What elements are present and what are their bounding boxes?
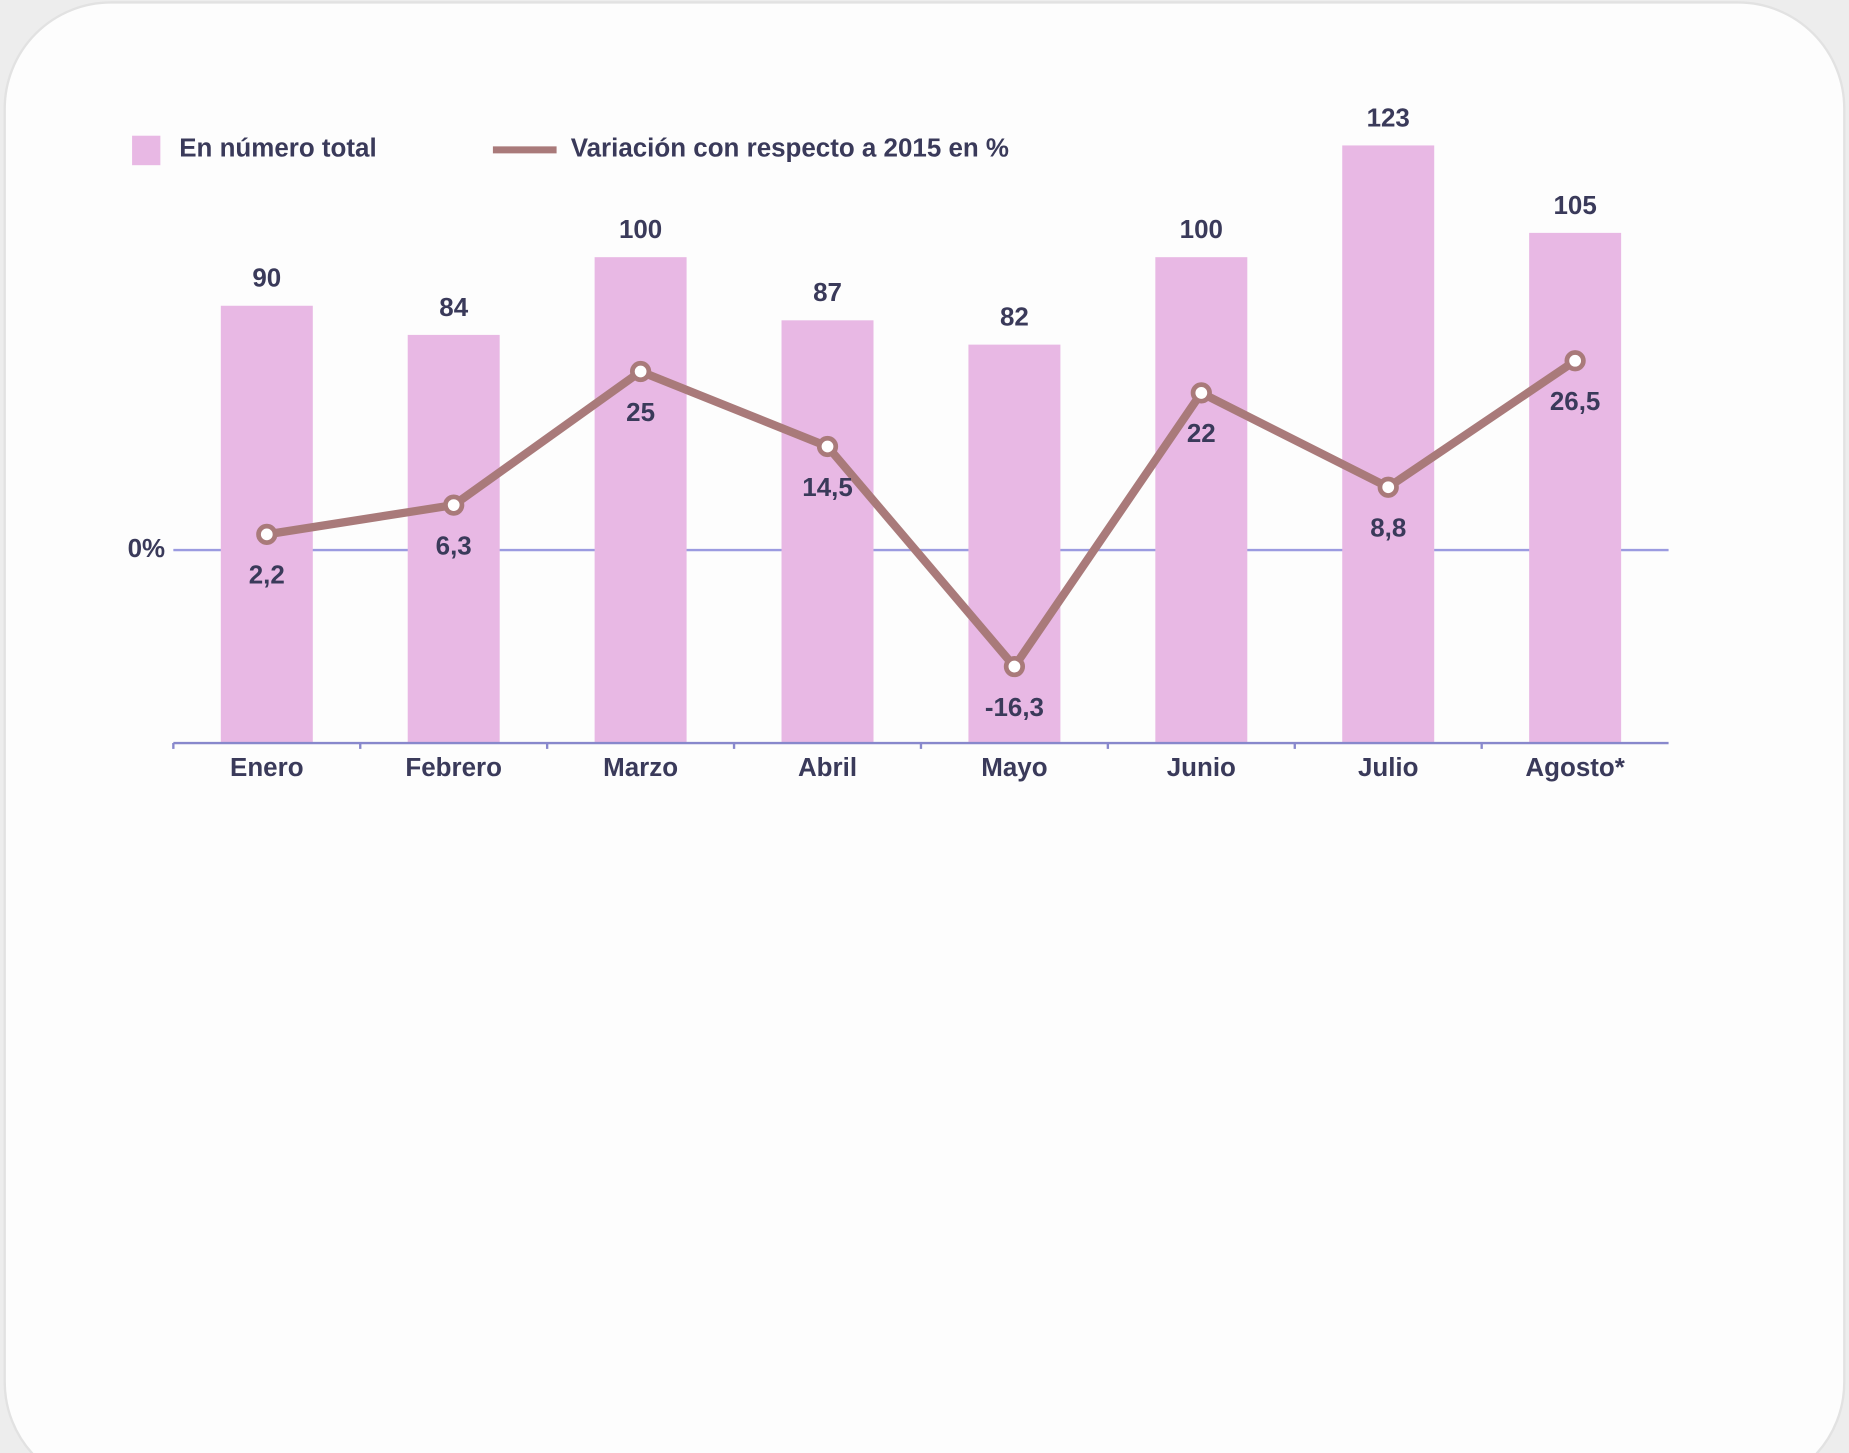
x-tick-label: Agosto* [1525, 754, 1625, 782]
legend-label: En número total [179, 135, 376, 163]
line-marker [1003, 655, 1026, 678]
line-value-label: 25 [626, 399, 655, 427]
line-marker [1564, 350, 1586, 372]
line-value-label: 2,2 [249, 562, 285, 590]
line [266, 357, 1578, 671]
x-tick-label: Febrero [405, 754, 502, 782]
bar [781, 320, 874, 744]
line-marker [629, 360, 652, 383]
bar-value-label: 90 [252, 265, 281, 293]
line-value-label: 26,5 [1550, 388, 1600, 416]
line-value-label: -16,3 [985, 694, 1044, 722]
bar-value-label: 100 [1180, 216, 1223, 244]
line-marker [1377, 476, 1399, 498]
bar [968, 344, 1061, 744]
bar-value-label: 100 [619, 216, 662, 244]
bar [594, 257, 687, 744]
x-tick-label: Mayo [981, 754, 1047, 782]
bar-value-label: 87 [813, 279, 842, 307]
line-value-label: 8,8 [1370, 515, 1406, 543]
x-tick-label: Junio [1167, 754, 1236, 782]
x-tick-label: Marzo [603, 754, 678, 782]
x-tick-label: Julio [1358, 754, 1419, 782]
line-marker [443, 494, 465, 516]
line-marker [1190, 382, 1212, 404]
line-marker [256, 523, 278, 545]
bar [407, 334, 500, 744]
bar [1155, 257, 1248, 744]
line-value-label: 14,5 [802, 474, 852, 502]
bar-value-label: 123 [1367, 104, 1410, 132]
line-marker [816, 435, 839, 458]
legend-label: Variación con respecto a 2015 en % [571, 135, 1009, 163]
legend-swatch [132, 135, 161, 166]
y2-tick-label: 0% [128, 535, 165, 563]
line-value-label: 22 [1187, 420, 1216, 448]
x-tick-label: Enero [230, 754, 304, 782]
bar-value-label: 105 [1553, 192, 1596, 220]
bar-value-label: 84 [439, 294, 468, 322]
bar-value-label: 82 [1000, 304, 1029, 332]
line-value-label: 6,3 [436, 532, 472, 560]
x-tick-label: Abril [798, 754, 857, 782]
bar [1342, 145, 1435, 744]
bar [1529, 232, 1622, 744]
